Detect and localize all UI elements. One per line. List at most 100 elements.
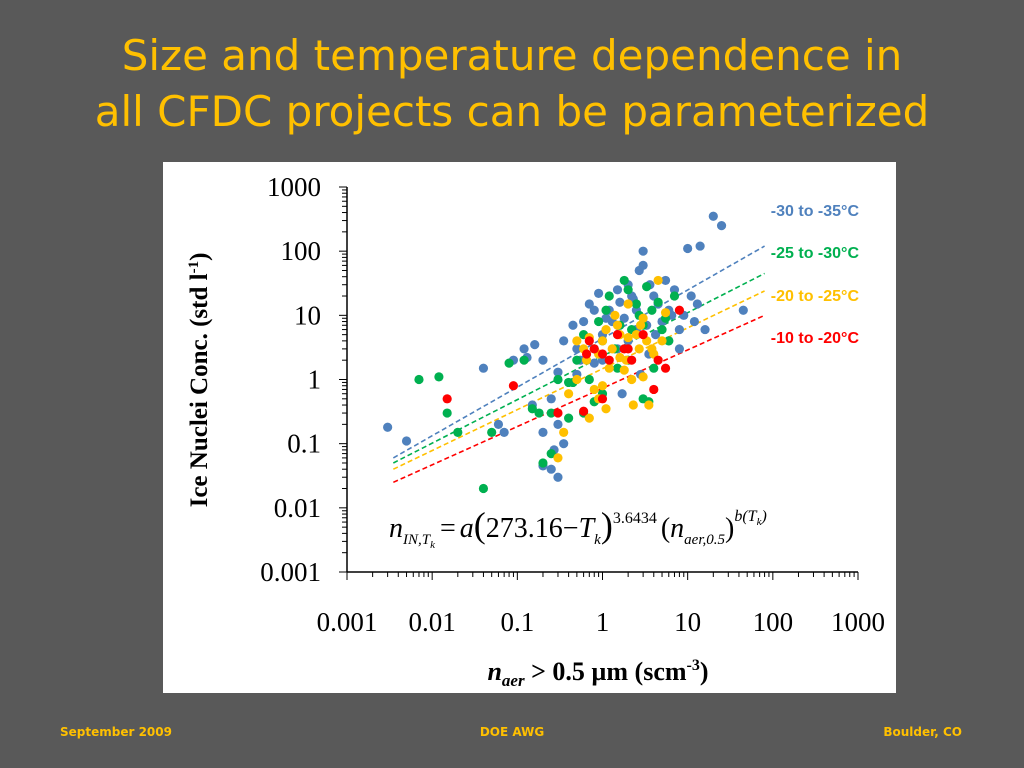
data-point	[612, 330, 623, 340]
equation-T: T	[579, 513, 597, 544]
equation-minus: −	[563, 513, 579, 544]
data-point	[612, 285, 623, 295]
data-point	[538, 355, 548, 365]
data-point	[453, 427, 463, 437]
data-point	[553, 453, 563, 463]
data-point	[700, 324, 710, 335]
data-point	[572, 374, 582, 385]
fit-line	[393, 314, 765, 484]
data-point	[589, 305, 599, 315]
data-point	[647, 344, 657, 354]
slide-title: Size and temperature dependence in all C…	[0, 28, 1024, 140]
data-point	[738, 305, 748, 315]
data-point	[669, 291, 680, 301]
data-point	[383, 422, 393, 432]
x-tick-label: 10	[674, 607, 701, 637]
x-tick-label: 0.001	[317, 607, 378, 637]
data-point	[594, 316, 604, 327]
data-point	[559, 336, 569, 346]
y-axis-label-main: Ice Nuclei Conc. (std l	[186, 273, 213, 507]
data-point	[589, 384, 599, 395]
data-point	[589, 358, 599, 368]
data-point	[597, 394, 608, 404]
equation-T-sub: k	[594, 532, 601, 548]
data-point	[594, 288, 604, 298]
slide-title-line-1: Size and temperature dependence in	[121, 31, 903, 80]
data-point	[638, 260, 648, 271]
data-point	[657, 336, 667, 346]
data-point	[442, 394, 452, 404]
y-axis-label: Ice Nuclei Conc. (std l-1)	[186, 253, 213, 508]
data-point	[553, 367, 563, 377]
data-point	[499, 427, 509, 437]
x-tick-label: 0.1	[500, 607, 534, 637]
y-tick-label: 1000	[267, 172, 321, 202]
data-points	[383, 211, 748, 494]
equation-exponent2: b(T	[734, 508, 757, 525]
data-point	[619, 313, 629, 323]
data-point	[579, 406, 589, 416]
data-point	[584, 374, 594, 385]
equation-lhs: n	[389, 513, 403, 544]
data-point	[664, 336, 674, 346]
data-point	[660, 363, 671, 373]
data-point	[612, 320, 623, 330]
equation-rparen: )	[601, 505, 613, 545]
data-point	[597, 336, 608, 346]
y-tick-label: 0.001	[260, 557, 321, 587]
x-tick-label: 100	[753, 607, 794, 637]
data-point	[617, 389, 627, 399]
data-point	[604, 355, 614, 365]
y-tick-label: 10	[294, 300, 321, 330]
data-point	[692, 299, 702, 309]
scatter-chart: 0.001 0.01 0.1 1 10 100 1000 0.001 0.01 0.1 1 10 10…	[186, 172, 885, 690]
data-point	[601, 404, 611, 414]
x-axis-label-sub: aer	[502, 671, 525, 690]
data-point	[689, 316, 700, 327]
data-point	[546, 464, 556, 474]
x-axis-label: naer > 0.5 µm (scm-3)	[487, 657, 708, 690]
data-point	[553, 408, 563, 418]
data-point	[631, 330, 641, 340]
data-point	[653, 355, 663, 365]
data-point	[674, 305, 685, 315]
data-point	[487, 427, 497, 437]
data-point	[546, 408, 556, 418]
equation-paren2-close: )	[725, 513, 734, 544]
data-point	[623, 344, 633, 354]
data-point	[647, 305, 657, 315]
data-point	[553, 374, 563, 385]
data-point	[695, 241, 705, 251]
equation-text: nIN,Tk= a(273.16−Tk)3.6434 (naer,0.5)b(Tk)	[389, 505, 767, 551]
legend-entry: -25 to -30°C	[771, 245, 860, 262]
fit-line	[392, 272, 765, 464]
data-point	[414, 374, 424, 385]
data-point	[401, 436, 412, 446]
y-tick-label: 1	[308, 365, 322, 395]
data-point	[623, 299, 633, 309]
y-axis-label-end: )	[186, 253, 213, 261]
data-point	[493, 419, 504, 429]
data-point	[601, 324, 611, 335]
fit-line	[392, 245, 765, 459]
data-point	[538, 458, 548, 468]
data-point	[649, 363, 659, 373]
data-point	[631, 299, 641, 309]
equation-paren2-open: (	[661, 513, 670, 544]
legend: -30 to -35°C -25 to -30°C -20 to -25°C -10 …	[771, 203, 860, 347]
data-point	[619, 275, 629, 286]
x-axis-label-end: )	[700, 657, 709, 686]
data-point	[649, 384, 659, 395]
data-point	[534, 408, 544, 418]
data-point	[579, 316, 589, 327]
equation-lparen: (	[474, 505, 486, 545]
equation-lhs-sub: IN,T	[402, 532, 432, 548]
data-point	[657, 324, 667, 335]
data-point	[644, 400, 654, 410]
data-point	[708, 211, 718, 221]
fit-line	[392, 290, 765, 470]
data-point	[615, 297, 625, 307]
data-point	[653, 275, 663, 286]
data-point	[530, 339, 540, 350]
data-point	[619, 365, 629, 375]
